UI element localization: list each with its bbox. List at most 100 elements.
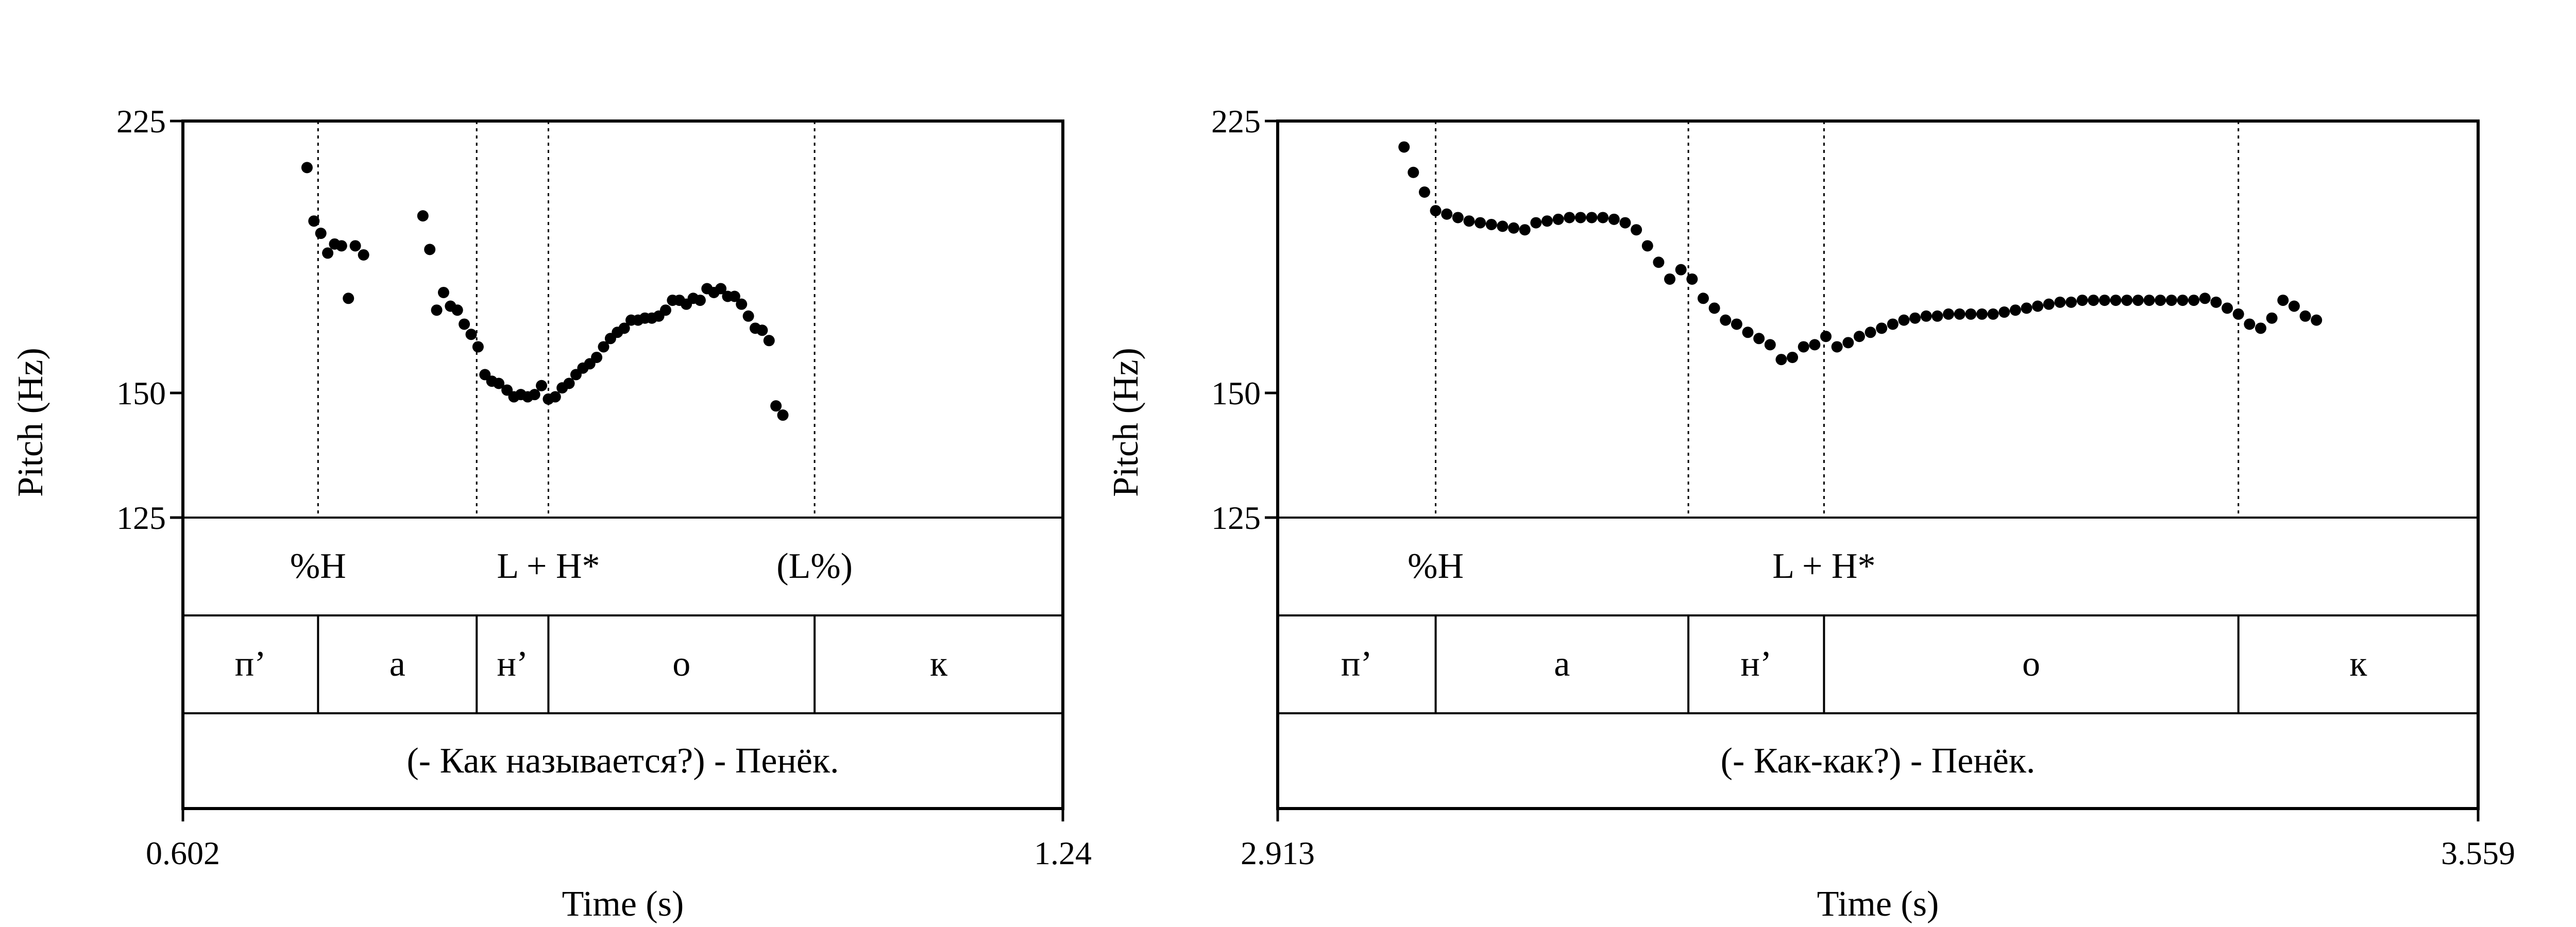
pitch-point (1708, 302, 1720, 314)
segment-label: к (930, 644, 948, 684)
pitch-point (451, 304, 463, 316)
pitch-point (1597, 212, 1609, 224)
panel-2: 225 150 125 2.913 3.559 Time (s) Pitch (… (1106, 103, 2515, 924)
pitch-point (493, 377, 505, 389)
pitch-point (1664, 273, 1676, 285)
pitch-point (1987, 308, 1999, 320)
pitch-point (2054, 296, 2066, 308)
pitch-point (315, 228, 327, 239)
x-tick-label-end: 3.559 (2441, 835, 2515, 871)
pitch-point (1909, 312, 1921, 324)
pitch-point (1475, 217, 1486, 229)
y-tick-label-125: 125 (116, 500, 166, 536)
pitch-point (2232, 308, 2244, 320)
panel-1-frame (181, 119, 1064, 810)
pitch-point (2032, 300, 2044, 312)
pitch-point (349, 240, 361, 252)
panel-1-y-ticks: 225 150 125 (116, 103, 183, 536)
segment-label: о (672, 644, 690, 684)
pitch-point (1798, 341, 1809, 353)
pitch-point (1876, 322, 1888, 334)
panel-2-frame (1276, 119, 2480, 810)
pitch-point (431, 304, 443, 316)
pitch-point (2210, 296, 2222, 308)
panel-2-y-ticks: 225 150 125 (1211, 103, 1278, 536)
pitch-point (1430, 205, 1442, 217)
pitch-point (2132, 295, 2144, 306)
pitch-point (1943, 308, 1955, 320)
tone-label: L + H* (497, 546, 600, 586)
pitch-point (563, 377, 575, 389)
y-tick-label-150: 150 (116, 375, 166, 411)
panel-1-boundaries (317, 121, 816, 713)
pitch-point (618, 322, 630, 334)
panel-2-tone-labels: %H L + H* (1408, 546, 1875, 586)
pitch-point (1452, 212, 1464, 224)
pitch-point (715, 283, 727, 295)
pitch-point (1586, 212, 1598, 224)
pitch-point (1887, 318, 1899, 330)
pitch-point (1398, 141, 1410, 153)
pitch-point (1764, 339, 1776, 351)
pitch-point (2121, 295, 2133, 306)
segment-label: о (2022, 644, 2040, 684)
pitch-point (2165, 295, 2177, 306)
pitch-point (1608, 213, 1620, 225)
pitch-point (1697, 293, 1709, 304)
pitch-point (1552, 213, 1564, 225)
pitch-point (2266, 312, 2278, 324)
pitch-point (2043, 298, 2055, 310)
pitch-point (1686, 273, 1698, 285)
pitch-point (1820, 331, 1832, 342)
pitch-point (549, 391, 561, 403)
pitch-point (1775, 354, 1787, 366)
pitch-point (591, 351, 603, 363)
pitch-point (736, 298, 748, 310)
pitch-point (2155, 295, 2166, 306)
panel-1-x-axis-label: Time (s) (562, 884, 684, 924)
segment-label: н’ (1740, 644, 1772, 684)
pitch-point (2009, 304, 2021, 316)
pitch-point (322, 247, 334, 259)
pitch-point (2244, 318, 2256, 330)
pitch-point (1619, 217, 1631, 229)
pitch-point (335, 240, 347, 252)
pitch-point (1931, 310, 1943, 322)
y-tick-label-225: 225 (1211, 103, 1261, 140)
tone-label: %H (1408, 546, 1464, 586)
panel-1-tone-labels: %H L + H* (L%) (290, 546, 853, 586)
pitch-point (1809, 339, 1821, 351)
pitch-point (1731, 318, 1742, 330)
pitch-point (2088, 295, 2099, 306)
panel-1-x-ticks: 0.602 1.24 (146, 809, 1092, 871)
pitch-point (1441, 208, 1453, 220)
pitch-point (598, 341, 609, 353)
segment-label: н’ (497, 644, 528, 684)
panel-1-pitch-points (301, 162, 789, 421)
y-tick-label-150: 150 (1211, 375, 1261, 411)
pitch-point (1641, 240, 1653, 252)
pitch-point (1853, 331, 1865, 342)
pitch-point (1463, 215, 1475, 227)
panel-1: 225 150 125 0.602 1.24 Time (s) Pitch (H… (11, 103, 1092, 924)
pitch-point (417, 210, 429, 222)
pitch-point (1631, 224, 1642, 236)
pitch-point (2076, 295, 2088, 306)
pitch-point (472, 341, 484, 353)
pitch-point (763, 335, 775, 347)
pitch-point (2177, 295, 2189, 306)
pitch-point (728, 290, 740, 302)
segment-label: п’ (1341, 644, 1372, 684)
pitch-point (2065, 296, 2077, 308)
pitch-point (343, 293, 354, 304)
pitch-point (308, 215, 320, 227)
pitch-point (1530, 217, 1542, 229)
pitch-point (2021, 302, 2032, 314)
pitch-point (459, 318, 470, 330)
pitch-point (1574, 212, 1586, 224)
pitch-point (2188, 295, 2200, 306)
pitch-point (2288, 300, 2300, 312)
pitch-point (1485, 218, 1497, 230)
panel-2-sentence: (- Как-как?) - Пенёк. (1721, 741, 2036, 781)
